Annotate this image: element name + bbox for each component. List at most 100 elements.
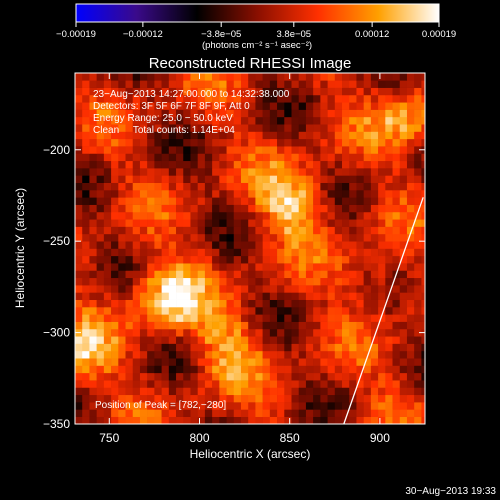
heatmap-cell [75, 233, 83, 242]
heatmap-cell [363, 299, 372, 308]
heatmap-cell [89, 197, 97, 205]
heatmap-cell [161, 226, 170, 235]
heatmap-cell [349, 299, 357, 308]
heatmap-cell [342, 211, 350, 220]
heatmap-cell [96, 138, 105, 147]
heatmap-cell [414, 153, 422, 162]
heatmap-cell [277, 204, 285, 213]
heatmap-cell [320, 387, 328, 396]
heatmap-cell [89, 365, 97, 374]
heatmap-cell [421, 153, 425, 162]
heatmap-cell [342, 299, 350, 308]
heatmap-cell [75, 168, 83, 176]
heatmap-cell [125, 241, 134, 249]
heatmap-cell [406, 109, 415, 118]
heatmap-cell [291, 102, 300, 110]
heatmap-cell [349, 402, 357, 410]
heatmap-cell [111, 387, 119, 396]
heatmap-cell [298, 402, 307, 410]
heatmap-cell [349, 365, 357, 374]
heatmap-cell [154, 80, 162, 88]
heatmap-cell [406, 372, 415, 381]
heatmap-cell [414, 402, 422, 410]
heatmap-cell [96, 241, 105, 249]
heatmap-cell [111, 116, 119, 125]
heatmap-cell [305, 226, 314, 235]
heatmap-cell [197, 248, 206, 257]
x-tick-label: 800 [189, 431, 209, 445]
heatmap-cell [240, 394, 249, 403]
heatmap-cell [349, 182, 357, 191]
heatmap-cell [161, 73, 170, 81]
heatmap-cell [334, 350, 343, 359]
heatmap-cell [320, 328, 328, 337]
heatmap-cell [370, 241, 379, 249]
heatmap-cell [298, 321, 307, 330]
heatmap-cell [255, 124, 263, 132]
heatmap-cell [168, 255, 177, 264]
heatmap-cell [277, 350, 285, 359]
heatmap-cell [212, 402, 220, 410]
heatmap-cell [96, 343, 105, 352]
heatmap-cell [248, 197, 256, 205]
heatmap-cell [392, 358, 401, 366]
heatmap-cell [313, 248, 321, 257]
heatmap-cell [305, 168, 314, 176]
heatmap-cell [334, 277, 343, 286]
heatmap-cell [392, 94, 401, 103]
heatmap-cell [414, 182, 422, 191]
heatmap-cell [378, 321, 386, 330]
heatmap-cell [190, 328, 198, 337]
heatmap-cell [219, 416, 227, 424]
heatmap-cell [168, 204, 177, 213]
heatmap-cell [349, 321, 357, 330]
heatmap-cell [298, 182, 307, 191]
heatmap-cell [139, 270, 148, 279]
heatmap-cell [82, 365, 90, 374]
heatmap-cell [183, 233, 191, 242]
heatmap-cell [161, 270, 170, 279]
heatmap-cell [96, 380, 105, 388]
heatmap-cell [262, 299, 271, 308]
heatmap-cell [204, 80, 213, 88]
heatmap-cell [385, 263, 393, 271]
heatmap-cell [240, 314, 249, 322]
heatmap-cell [168, 328, 177, 337]
heatmap-cell [233, 241, 242, 249]
heatmap-cell [111, 190, 119, 198]
heatmap-cell [349, 241, 357, 249]
heatmap-cell [212, 365, 220, 374]
heatmap-cell [190, 350, 198, 359]
heatmap-cell [349, 124, 357, 132]
heatmap-cell [161, 292, 170, 300]
heatmap-cell [233, 277, 242, 286]
heatmap-cell [298, 387, 307, 396]
heatmap-cell [269, 146, 278, 154]
heatmap-cell [226, 350, 235, 359]
heatmap-cell [226, 226, 235, 235]
heatmap-cell [334, 255, 343, 264]
heatmap-cell [154, 416, 162, 424]
heatmap-cell [226, 211, 235, 220]
heatmap-cell [320, 241, 328, 249]
heatmap-cell [291, 350, 300, 359]
heatmap-cell [313, 190, 321, 198]
x-tick-label: 850 [280, 431, 300, 445]
heatmap-cell [370, 409, 379, 417]
heatmap-cell [269, 372, 278, 381]
heatmap-cell [103, 314, 112, 322]
heatmap-cell [414, 233, 422, 242]
heatmap-cell [269, 73, 278, 81]
heatmap-cell [204, 372, 213, 381]
heatmap-cell [226, 409, 235, 417]
heatmap-cell [212, 131, 220, 140]
heatmap-cell [305, 73, 314, 81]
heatmap-cell [262, 124, 271, 132]
heatmap-cell [277, 138, 285, 147]
heatmap-cell [183, 197, 191, 205]
heatmap-cell [370, 380, 379, 388]
heatmap-cell [168, 131, 177, 140]
heatmap-cell [313, 321, 321, 330]
heatmap-cell [248, 394, 256, 403]
heatmap-cell [284, 153, 292, 162]
